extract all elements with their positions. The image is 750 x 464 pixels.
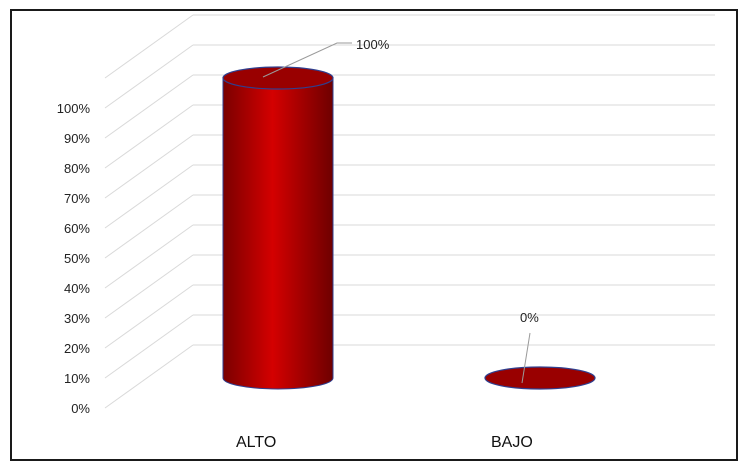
gridline-diagonal: [104, 104, 194, 169]
y-tick-label: 40%: [64, 281, 90, 296]
x-category-label: ALTO: [236, 434, 276, 451]
gridline-diagonal: [104, 254, 194, 319]
y-tick-label: 80%: [64, 161, 90, 176]
gridline-diagonal: [104, 194, 194, 259]
x-category-label: BAJO: [491, 434, 533, 451]
y-tick-label: 10%: [64, 371, 90, 386]
y-tick-label: 70%: [64, 191, 90, 206]
gridline-diagonal: [104, 314, 194, 379]
gridline-diagonal: [104, 224, 194, 289]
y-tick-label: 20%: [64, 341, 90, 356]
gridline-diagonal: [104, 344, 194, 409]
bar-body: [222, 77, 334, 390]
bar-top: [222, 66, 334, 90]
gridline-diagonal: [104, 44, 194, 109]
gridline-diagonal: [104, 134, 194, 199]
data-label: 0%: [520, 310, 539, 325]
gridline-diagonal: [104, 164, 194, 229]
bar-bajo: [484, 366, 596, 390]
y-tick-label: 60%: [64, 221, 90, 236]
y-tick-label: 90%: [64, 131, 90, 146]
bar-alto: [222, 66, 334, 390]
gridline-diagonal: [104, 74, 194, 139]
bar-top: [484, 366, 596, 390]
y-tick-label: 0%: [71, 401, 90, 416]
gridline-diagonal: [104, 14, 194, 79]
data-label: 100%: [356, 37, 390, 52]
chart-frame: [10, 9, 738, 461]
gridline-diagonal: [104, 284, 194, 349]
y-tick-label: 100%: [57, 101, 91, 116]
y-tick-label: 50%: [64, 251, 90, 266]
data-label-leader: [521, 332, 531, 384]
data-label-leader: [262, 42, 352, 78]
y-tick-label: 30%: [64, 311, 90, 326]
